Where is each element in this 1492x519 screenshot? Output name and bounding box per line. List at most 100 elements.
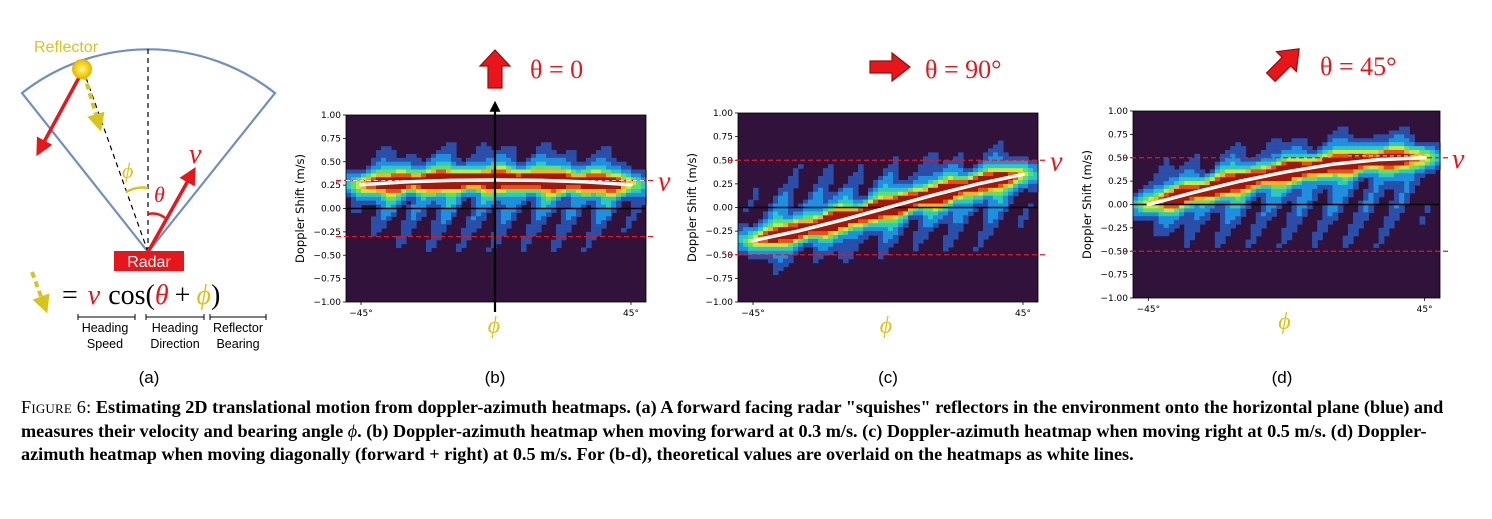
heatmap-cell bbox=[496, 231, 502, 237]
heatmap-cell bbox=[928, 176, 934, 181]
heatmap-cell bbox=[748, 239, 754, 244]
heatmap-cell bbox=[601, 204, 607, 210]
heatmap-cell bbox=[1230, 196, 1236, 202]
reflector-velocity-arrow bbox=[36, 71, 84, 157]
heatmap-cell bbox=[1312, 235, 1318, 241]
heatmap-cell bbox=[793, 219, 799, 224]
heatmap-cell bbox=[606, 146, 612, 151]
heatmap-cell bbox=[1250, 157, 1257, 163]
heatmap-cell bbox=[591, 200, 597, 206]
heatmap-cell bbox=[923, 203, 929, 209]
heatmap-cell bbox=[1353, 177, 1359, 182]
heatmap-cell bbox=[436, 224, 442, 229]
heatmap-cell bbox=[773, 219, 779, 224]
heatmap-cell bbox=[486, 153, 492, 159]
heatmap-cell bbox=[506, 185, 512, 190]
heatmap-cell bbox=[591, 157, 597, 163]
heatmap-cell bbox=[391, 157, 397, 163]
heatmap-cell bbox=[1353, 146, 1359, 151]
heatmap-cell bbox=[1230, 188, 1236, 194]
heatmap-cell bbox=[1158, 196, 1165, 202]
heatmap-cell bbox=[1271, 192, 1277, 198]
heatmap-cell bbox=[476, 192, 482, 198]
heatmap-cell bbox=[948, 176, 954, 181]
heatmap-cell bbox=[1383, 177, 1390, 182]
heatmap-cell bbox=[581, 161, 587, 167]
heatmap-cell bbox=[943, 176, 949, 181]
heatmap-cell bbox=[411, 153, 417, 159]
heatmap-cell bbox=[873, 231, 879, 236]
heatmap-cell bbox=[511, 161, 517, 167]
heatmap-cell bbox=[793, 231, 799, 236]
heatmap-cell bbox=[476, 200, 482, 206]
heatmap-cell bbox=[561, 192, 567, 198]
heatmap-cell bbox=[391, 169, 397, 175]
heatmap-cell bbox=[1173, 223, 1180, 229]
heatmap-cell bbox=[541, 153, 547, 159]
heatmap-cell bbox=[1434, 146, 1441, 151]
heatmap-cell bbox=[386, 204, 392, 210]
heatmap-cell bbox=[611, 161, 617, 167]
heatmap-cell bbox=[1291, 212, 1298, 217]
heatmap-cell bbox=[501, 150, 507, 155]
heatmap-cell bbox=[461, 227, 467, 233]
heatmap-cell bbox=[606, 200, 612, 206]
heatmap-cell bbox=[943, 246, 949, 252]
heatmap-cell bbox=[516, 208, 522, 213]
heatmap-cell bbox=[843, 231, 849, 236]
heatmap-cell bbox=[586, 177, 592, 182]
heatmap-cell bbox=[471, 189, 477, 194]
heatmap-cell bbox=[783, 235, 789, 240]
heatmap-cell bbox=[401, 173, 407, 178]
heatmap-cell bbox=[953, 164, 959, 169]
heatmap-cell bbox=[1153, 196, 1160, 202]
heatmap-cell bbox=[953, 156, 959, 161]
heatmap-cell bbox=[743, 235, 749, 240]
heatmap-cell bbox=[983, 191, 989, 197]
heatmap-cell bbox=[541, 165, 547, 171]
heatmap-cell bbox=[636, 208, 642, 213]
heatmap-cell bbox=[631, 181, 637, 186]
heatmap-cell bbox=[616, 173, 622, 178]
heatmap-cell bbox=[1008, 191, 1014, 197]
heatmap-cell bbox=[983, 187, 989, 193]
heatmap-cell bbox=[556, 235, 562, 241]
y-tick-label: 1.00 bbox=[321, 111, 341, 121]
heatmap-cell bbox=[1209, 204, 1216, 209]
heatmap-cell bbox=[913, 246, 919, 252]
heatmap-cell bbox=[1158, 185, 1165, 190]
heatmap-cell bbox=[426, 200, 432, 206]
heatmap-cell bbox=[893, 164, 899, 169]
heatmap-cell bbox=[1332, 149, 1339, 155]
heatmap-cell bbox=[1276, 204, 1282, 209]
heatmap-cell bbox=[446, 142, 452, 147]
heatmap-cell bbox=[753, 227, 759, 232]
heatmap-cell bbox=[1168, 223, 1175, 229]
heatmap-cell bbox=[913, 231, 919, 236]
heatmap-cell bbox=[556, 153, 562, 159]
heatmap-cell bbox=[471, 165, 477, 171]
heatmap-cell bbox=[1235, 220, 1242, 225]
heatmap-cell bbox=[541, 189, 547, 194]
heatmap-cell bbox=[768, 219, 774, 224]
heatmap-cell bbox=[406, 161, 412, 167]
heatmap-cell bbox=[521, 243, 527, 249]
heatmap-cell bbox=[586, 169, 592, 175]
heatmap-cell bbox=[561, 224, 567, 229]
heatmap-cell bbox=[883, 235, 889, 240]
heatmap-cell bbox=[601, 216, 607, 221]
heatmap-cell bbox=[1153, 181, 1160, 186]
heatmap-cell bbox=[1414, 149, 1421, 155]
heatmap-cell bbox=[1003, 168, 1009, 173]
heatmap-cell bbox=[441, 220, 447, 225]
heatmap-cell bbox=[1342, 149, 1349, 155]
heatmap-cell bbox=[1399, 138, 1405, 143]
heatmap-cell bbox=[371, 231, 377, 237]
heatmap-cell bbox=[376, 177, 382, 182]
heatmap-cell bbox=[928, 160, 934, 165]
heatmap-cell bbox=[978, 195, 984, 201]
heatmap-cell bbox=[928, 183, 934, 189]
heatmap-cell bbox=[1266, 208, 1272, 213]
heatmap-cell bbox=[883, 199, 889, 205]
heatmap-cell bbox=[536, 208, 542, 213]
